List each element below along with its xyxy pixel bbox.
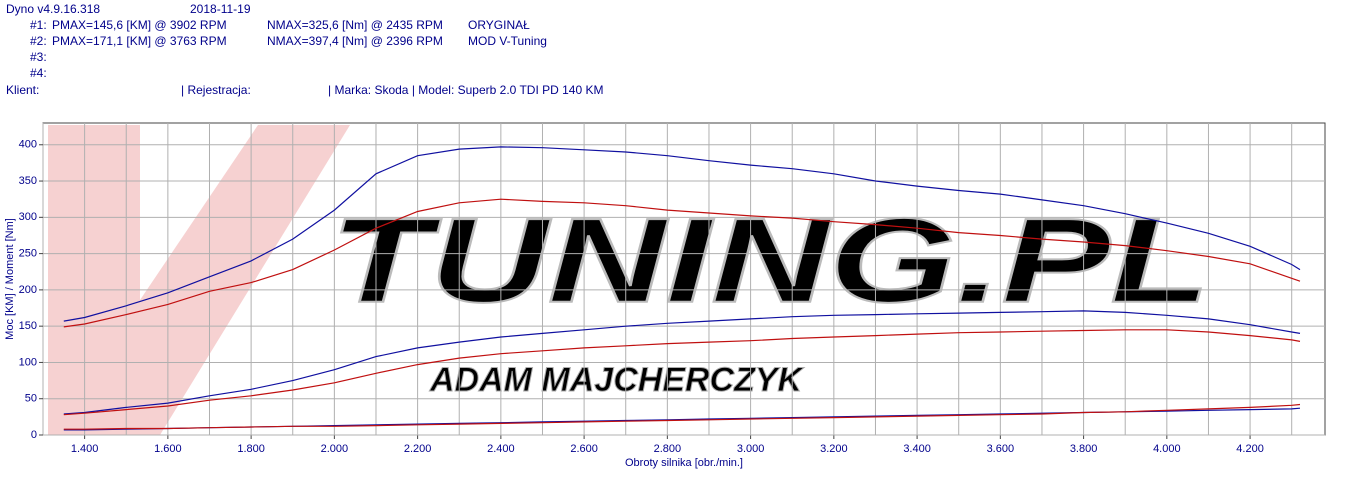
y-tick-label: 50	[25, 393, 37, 405]
y-tick-label: 250	[19, 248, 37, 260]
date: 2018-11-19	[190, 2, 251, 16]
series-line	[63, 403, 1301, 430]
watermark: TUNING.PL	[330, 194, 1210, 328]
x-tick-label: 3.800	[1070, 443, 1098, 455]
run-label: #3:	[30, 50, 47, 64]
client: Klient:	[6, 83, 39, 97]
x-axis-label: Obroty silnika [obr./min.]	[625, 457, 743, 469]
x-tick-label: 3.400	[903, 443, 931, 455]
y-tick-label: 300	[19, 211, 37, 223]
x-tick-label: 3.200	[820, 443, 848, 455]
run-label: #4:	[30, 66, 47, 80]
run-desc: MOD V-Tuning	[468, 34, 547, 48]
x-tick-label: 2.600	[570, 443, 598, 455]
x-tick-label: 3.000	[737, 443, 765, 455]
x-tick-label: 1.600	[154, 443, 182, 455]
series-line	[63, 310, 1301, 415]
series-line	[63, 198, 1301, 328]
run-pmax: PMAX=145,6 [KM] @ 3902 RPM	[52, 18, 227, 32]
y-tick-label: 0	[31, 429, 37, 441]
y-tick-label: 350	[19, 175, 37, 187]
x-tick-label: 4.000	[1153, 443, 1181, 455]
car: | Marka: Skoda | Model: Superb 2.0 TDI P…	[328, 83, 603, 97]
watermark-subtitle: ADAM MAJCHERCZYK	[429, 361, 805, 399]
y-axis-label: Moc [KM] / Moment [Nm]	[4, 218, 16, 340]
software: Dyno v4.9.16.318	[6, 2, 100, 16]
x-tick-label: 4.200	[1236, 443, 1264, 455]
run-nmax: NMAX=397,4 [Nm] @ 2396 RPM	[267, 34, 443, 48]
x-tick-label: 3.600	[987, 443, 1015, 455]
y-tick-label: 200	[19, 284, 37, 296]
run-nmax: NMAX=325,6 [Nm] @ 2435 RPM	[267, 18, 443, 32]
run-label: #1:	[30, 18, 47, 32]
x-tick-label: 1.400	[71, 443, 99, 455]
x-tick-label: 2.400	[487, 443, 515, 455]
x-tick-label: 2.800	[654, 443, 682, 455]
y-tick-label: 100	[19, 356, 37, 368]
run-desc: ORYGINAŁ	[468, 18, 530, 32]
logo-v	[48, 125, 350, 435]
x-tick-label: 1.800	[237, 443, 265, 455]
series-line	[63, 146, 1301, 322]
x-tick-label: 2.200	[404, 443, 432, 455]
series-line	[63, 329, 1301, 416]
y-tick-label: 150	[19, 320, 37, 332]
run-label: #2:	[30, 34, 47, 48]
registration: | Rejestracja:	[181, 83, 251, 97]
y-tick-label: 400	[19, 139, 37, 151]
run-pmax: PMAX=171,1 [KM] @ 3763 RPM	[52, 34, 227, 48]
x-tick-label: 2.000	[321, 443, 349, 455]
